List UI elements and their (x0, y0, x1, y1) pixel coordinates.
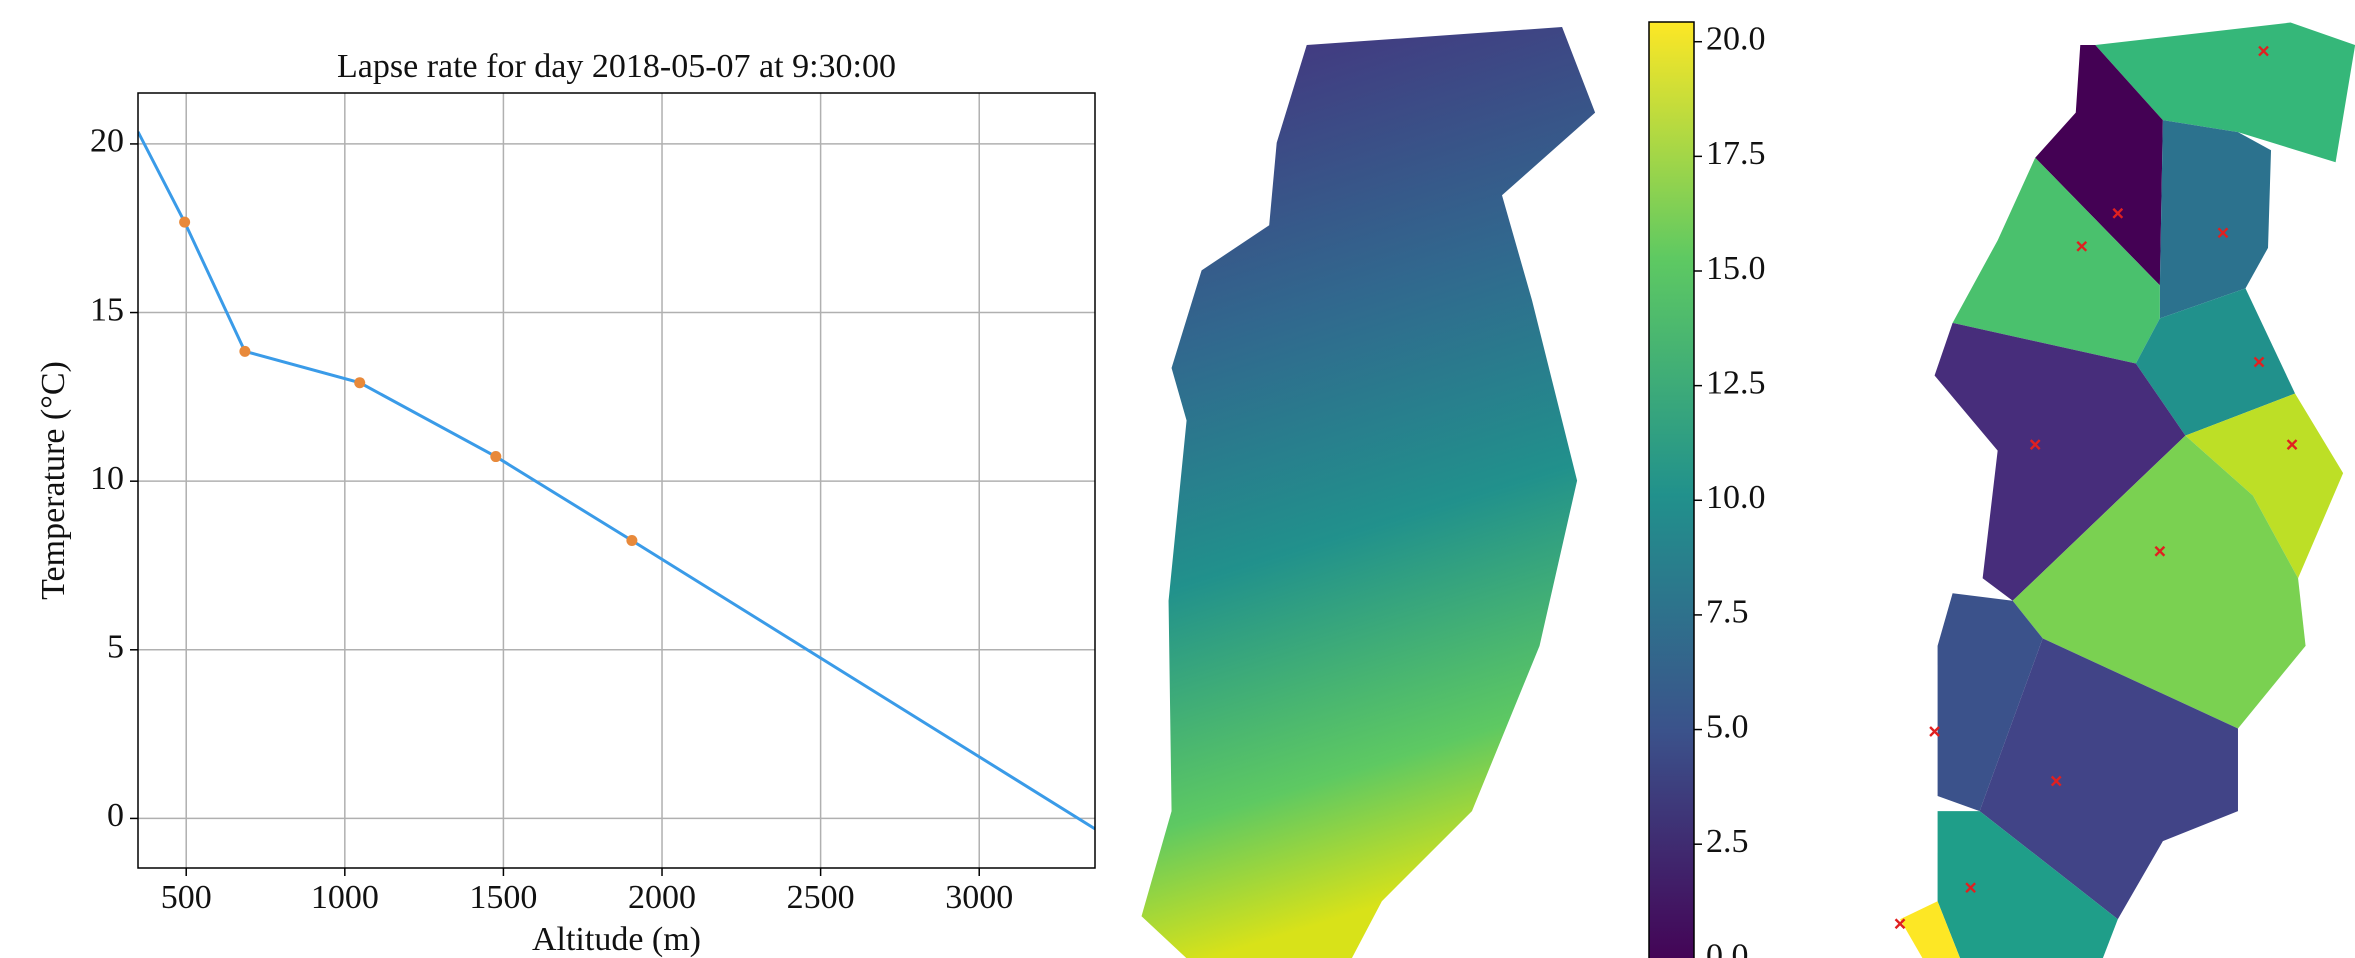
colorbar (1648, 21, 1695, 958)
y-axis-label: Temperature (°C) (35, 361, 72, 600)
y-tick-label: 10 (90, 460, 124, 497)
y-tick-label: 15 (90, 291, 124, 328)
y-tick-label: 0 (107, 797, 124, 834)
data-line (138, 131, 1095, 831)
station-markers (1894, 45, 2298, 930)
region (2035, 45, 2163, 286)
data-point (490, 451, 502, 463)
x-tick-label: 3000 (945, 879, 1013, 916)
colorbar-tick-label: 7.5 (1706, 594, 1749, 631)
x-tick-label: 500 (161, 879, 212, 916)
data-point (239, 345, 251, 357)
region (1900, 901, 1961, 958)
plot-frame (137, 92, 1096, 869)
data-point (354, 377, 366, 389)
region (2159, 120, 2272, 319)
data-point (626, 535, 638, 547)
x-tick-label: 2500 (787, 879, 855, 916)
region (1937, 593, 2043, 812)
region (2012, 435, 2306, 729)
region (2185, 393, 2344, 579)
colorbar-tick-label: 17.5 (1706, 135, 1766, 172)
region (1952, 157, 2160, 364)
data-point (179, 216, 191, 228)
x-tick-label: 2000 (628, 879, 696, 916)
elevation-map (1141, 27, 1596, 958)
chart-title: Lapse rate for day 2018-05-07 at 9:30:00 (337, 48, 896, 85)
region (1934, 322, 2186, 601)
colorbar-tick-label: 5.0 (1706, 708, 1749, 745)
region (1937, 811, 2118, 958)
colorbar-tick-label: 20.0 (1706, 21, 1766, 58)
region (1979, 638, 2238, 920)
colorbar-tick-label: 12.5 (1706, 364, 1766, 401)
region (2135, 288, 2296, 436)
x-tick-label: 1500 (469, 879, 537, 916)
y-tick-label: 5 (107, 629, 124, 666)
voronoi-map (1894, 22, 2355, 958)
colorbar-tick-label: 0.0 (1706, 938, 1749, 958)
colorbar-tick-label: 2.5 (1706, 823, 1749, 860)
colorbar-tick-label: 15.0 (1706, 250, 1766, 287)
x-tick-label: 1000 (311, 879, 379, 916)
station (1894, 45, 2298, 930)
colorbar-tick-label: 10.0 (1706, 479, 1766, 516)
region (2095, 22, 2355, 163)
x-axis-label: Altitude (m) (532, 921, 701, 958)
dem-shape (1141, 27, 1596, 958)
y-tick-label: 20 (90, 123, 124, 160)
